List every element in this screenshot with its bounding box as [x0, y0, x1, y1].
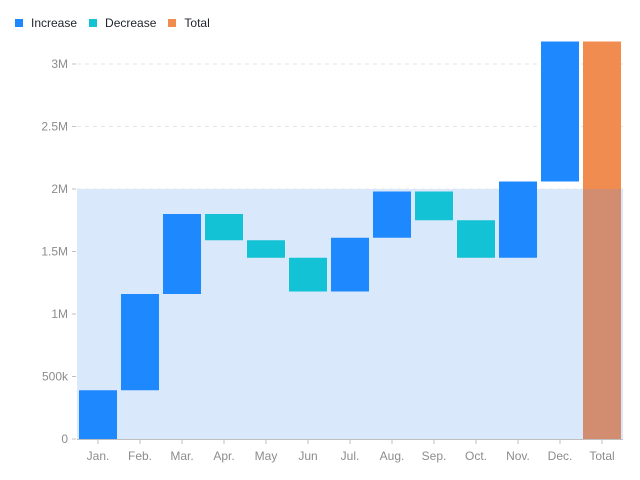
bars-layer [79, 41, 621, 440]
bar-increase[interactable] [121, 294, 159, 391]
y-tick-label: 0 [61, 432, 68, 446]
bar-total-overlap [583, 189, 621, 439]
bar-total[interactable] [583, 41, 621, 440]
x-tick-label: Total [589, 449, 614, 463]
y-tick-label: 2M [51, 182, 68, 196]
x-tick-label: Apr. [213, 449, 234, 463]
x-tick-label: Mar. [170, 449, 193, 463]
bar-decrease[interactable] [205, 214, 243, 241]
bar-increase[interactable] [79, 390, 117, 439]
y-tick-label: 500k [42, 370, 69, 384]
legend-label-increase: Increase [31, 16, 78, 30]
x-tick-label: Jul. [341, 449, 360, 463]
chart-legend: Increase Decrease Total [15, 15, 210, 31]
x-tick-label: Feb. [128, 449, 152, 463]
bar-increase[interactable] [541, 41, 579, 182]
x-tick-label: May [255, 449, 278, 463]
x-tick-label: Jun [298, 449, 317, 463]
bar-increase[interactable] [499, 181, 537, 258]
bar-decrease[interactable] [247, 240, 285, 258]
bar-decrease[interactable] [457, 220, 495, 258]
x-tick-label: Dec. [548, 449, 573, 463]
legend-label-total: Total [184, 16, 210, 30]
x-tick-label: Sep. [422, 449, 447, 463]
legend-swatch-total [168, 19, 177, 27]
y-tick-label: 3M [51, 57, 68, 71]
x-tick-label: Oct. [465, 449, 487, 463]
x-tick-label: Jan. [87, 449, 110, 463]
y-tick-label: 1.5M [41, 245, 68, 259]
legend-item-total[interactable]: Total [168, 15, 210, 31]
legend-swatch-increase [15, 19, 23, 27]
bar-decrease[interactable] [289, 257, 327, 292]
legend-item-decrease[interactable]: Decrease [89, 15, 156, 31]
bar-increase[interactable] [163, 214, 201, 294]
bar-decrease[interactable] [415, 191, 453, 221]
x-tick-label: Nov. [506, 449, 530, 463]
y-tick-label: 1M [51, 307, 68, 321]
axis-layer: 0 500k 1M 1.5M 2M 2.5M 3M Jan. Feb. Mar. Apr. May Ju… [41, 57, 623, 463]
bar-increase[interactable] [373, 191, 411, 238]
x-tick-label: Aug. [380, 449, 405, 463]
legend-label-decrease: Decrease [105, 16, 157, 30]
legend-item-increase[interactable]: Increase [15, 15, 77, 31]
y-tick-label: 2.5M [41, 120, 68, 134]
legend-swatch-decrease [89, 19, 98, 27]
bar-increase[interactable] [331, 237, 369, 292]
